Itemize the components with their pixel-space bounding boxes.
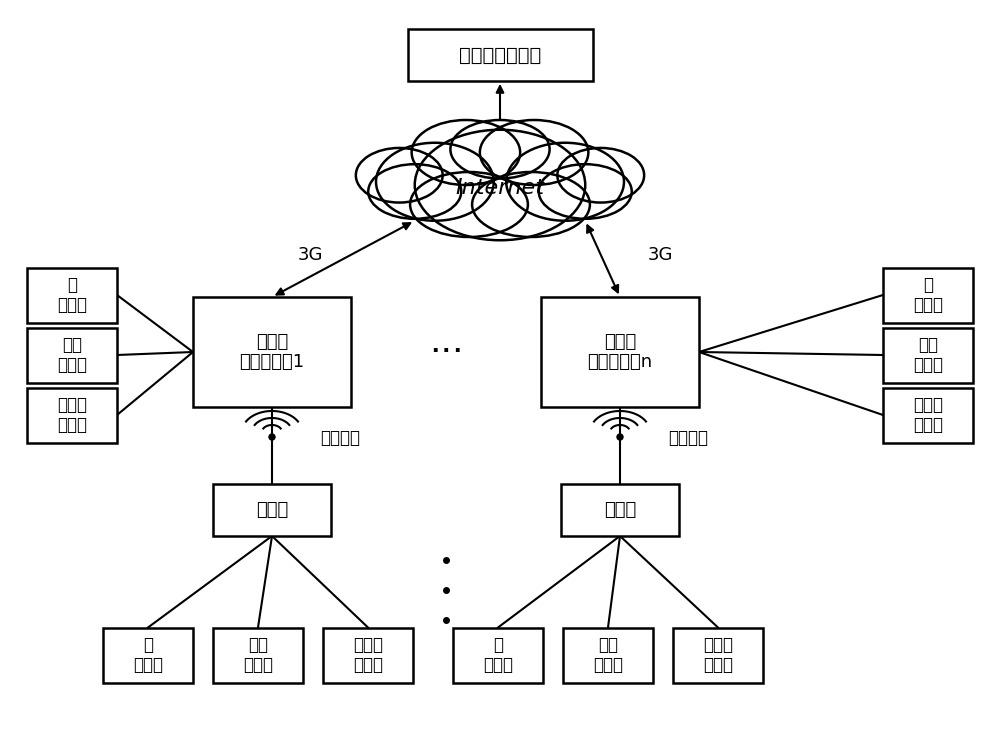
- Ellipse shape: [539, 164, 632, 219]
- Text: Internet: Internet: [456, 179, 544, 198]
- Text: 局域无线: 局域无线: [320, 429, 360, 447]
- Ellipse shape: [412, 120, 520, 185]
- Text: 局域无线: 局域无线: [668, 429, 708, 447]
- Ellipse shape: [368, 164, 461, 219]
- Bar: [213, 484, 331, 536]
- Bar: [883, 387, 973, 443]
- Bar: [453, 627, 543, 682]
- Text: 3G: 3G: [647, 246, 673, 264]
- Ellipse shape: [376, 143, 494, 221]
- Text: 力
传感器: 力 传感器: [57, 276, 87, 315]
- Text: ···: ···: [429, 335, 463, 369]
- Text: 数据中心服务器: 数据中心服务器: [459, 45, 541, 64]
- Bar: [193, 297, 351, 407]
- Text: 力
传感器: 力 传感器: [483, 635, 513, 674]
- Text: 低应变
基桩动测仪n: 低应变 基桩动测仪n: [587, 332, 653, 371]
- Ellipse shape: [410, 172, 528, 237]
- Text: 无线端: 无线端: [604, 501, 636, 519]
- Text: 速度
传感器: 速度 传感器: [913, 335, 943, 374]
- Text: 速度
传感器: 速度 传感器: [593, 635, 623, 674]
- Ellipse shape: [557, 148, 644, 203]
- Bar: [27, 327, 117, 383]
- Bar: [323, 627, 413, 682]
- Ellipse shape: [480, 120, 588, 185]
- Ellipse shape: [472, 172, 590, 237]
- Text: 无线端: 无线端: [256, 501, 288, 519]
- Bar: [103, 627, 193, 682]
- Text: 加速度
传感器: 加速度 传感器: [57, 395, 87, 434]
- Bar: [883, 327, 973, 383]
- Bar: [213, 627, 303, 682]
- Ellipse shape: [415, 130, 585, 240]
- Ellipse shape: [506, 143, 624, 221]
- Circle shape: [269, 434, 275, 440]
- Text: 加速度
传感器: 加速度 传感器: [353, 635, 383, 674]
- Text: 加速度
传感器: 加速度 传感器: [913, 395, 943, 434]
- Bar: [27, 387, 117, 443]
- Ellipse shape: [356, 148, 443, 203]
- Bar: [883, 267, 973, 323]
- Bar: [563, 627, 653, 682]
- Bar: [561, 484, 679, 536]
- Text: 低应变
基桩动测仪1: 低应变 基桩动测仪1: [239, 332, 305, 371]
- Ellipse shape: [450, 120, 550, 179]
- Bar: [541, 297, 699, 407]
- Text: 速度
传感器: 速度 传感器: [243, 635, 273, 674]
- Text: 力
传感器: 力 传感器: [913, 276, 943, 315]
- Text: 力
传感器: 力 传感器: [133, 635, 163, 674]
- Text: 加速度
传感器: 加速度 传感器: [703, 635, 733, 674]
- Bar: [673, 627, 763, 682]
- Text: 3G: 3G: [297, 246, 323, 264]
- Circle shape: [617, 434, 623, 440]
- Bar: [27, 267, 117, 323]
- Text: 速度
传感器: 速度 传感器: [57, 335, 87, 374]
- Bar: [408, 29, 592, 81]
